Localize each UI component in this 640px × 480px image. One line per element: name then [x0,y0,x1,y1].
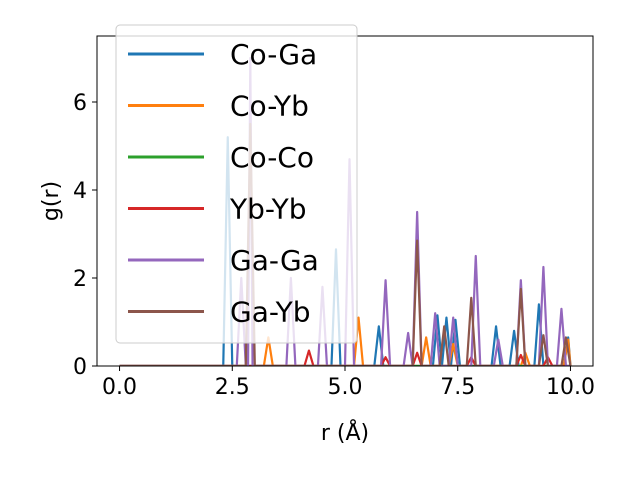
y-tick-label: 4 [73,179,87,204]
x-tick-label: 0.0 [102,375,137,400]
series-line-ga-yb [119,122,572,366]
legend: Co-Ga Co-Yb Co-Co Yb-Yb Ga-Ga Ga-Yb [115,24,358,344]
x-tick-label: 2.5 [215,375,250,400]
y-tick-label: 6 [73,91,87,116]
y-tick-label: 2 [73,267,87,292]
x-axis-ticks: 0.0 2.5 5.0 7.5 10.0 [102,366,595,400]
legend-label-ga-yb: Ga-Yb [230,296,311,329]
legend-label-co-ga: Co-Ga [230,38,317,71]
x-tick-label: 10.0 [546,375,595,400]
y-tick-label: 0 [73,355,87,380]
y-axis-ticks: 0 2 4 6 [73,91,97,380]
legend-label-co-yb: Co-Yb [230,90,309,123]
x-tick-label: 7.5 [440,375,475,400]
legend-label-co-co: Co-Co [230,141,314,174]
x-tick-label: 5.0 [328,375,363,400]
x-axis-label: r (Å) [321,419,369,446]
legend-label-ga-ga: Ga-Ga [230,244,319,277]
y-axis-label: g(r) [39,181,64,221]
legend-label-yb-yb: Yb-Yb [229,193,307,226]
